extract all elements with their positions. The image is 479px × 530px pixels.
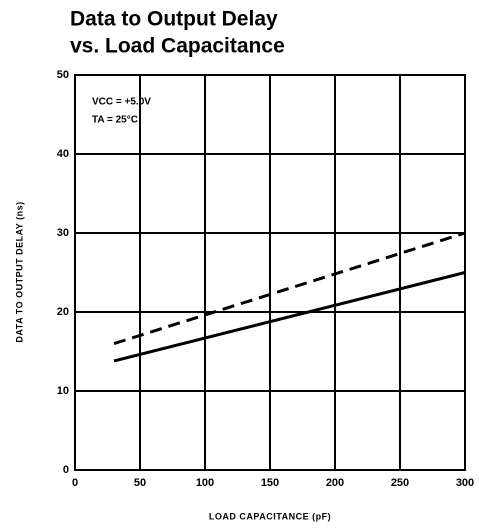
y-tick-label: 20 bbox=[57, 306, 69, 318]
line-series bbox=[113, 271, 466, 363]
annotation: VCC = +5.0V bbox=[92, 97, 151, 108]
line-series bbox=[113, 231, 466, 346]
chart-title: Data to Output Delay bbox=[70, 8, 278, 31]
x-tick-label: 300 bbox=[456, 477, 474, 489]
chart-title: vs. Load Capacitance bbox=[70, 35, 285, 58]
y-tick-label: 30 bbox=[57, 227, 69, 239]
y-axis-label: DATA TO OUTPUT DELAY (ns) bbox=[14, 201, 24, 342]
y-tick-label: 10 bbox=[57, 385, 69, 397]
x-tick-label: 150 bbox=[261, 477, 279, 489]
x-tick-label: 50 bbox=[134, 477, 146, 489]
x-tick-label: 250 bbox=[391, 477, 409, 489]
y-tick-label: 50 bbox=[57, 69, 69, 81]
x-tick-label: 100 bbox=[196, 477, 214, 489]
x-axis-label: LOAD CAPACITANCE (pF) bbox=[209, 511, 331, 521]
annotation: TA = 25°C bbox=[92, 115, 138, 126]
x-tick-label: 0 bbox=[72, 477, 78, 489]
y-tick-label: 0 bbox=[63, 464, 69, 476]
y-tick-label: 40 bbox=[57, 148, 69, 160]
x-tick-label: 200 bbox=[326, 477, 344, 489]
